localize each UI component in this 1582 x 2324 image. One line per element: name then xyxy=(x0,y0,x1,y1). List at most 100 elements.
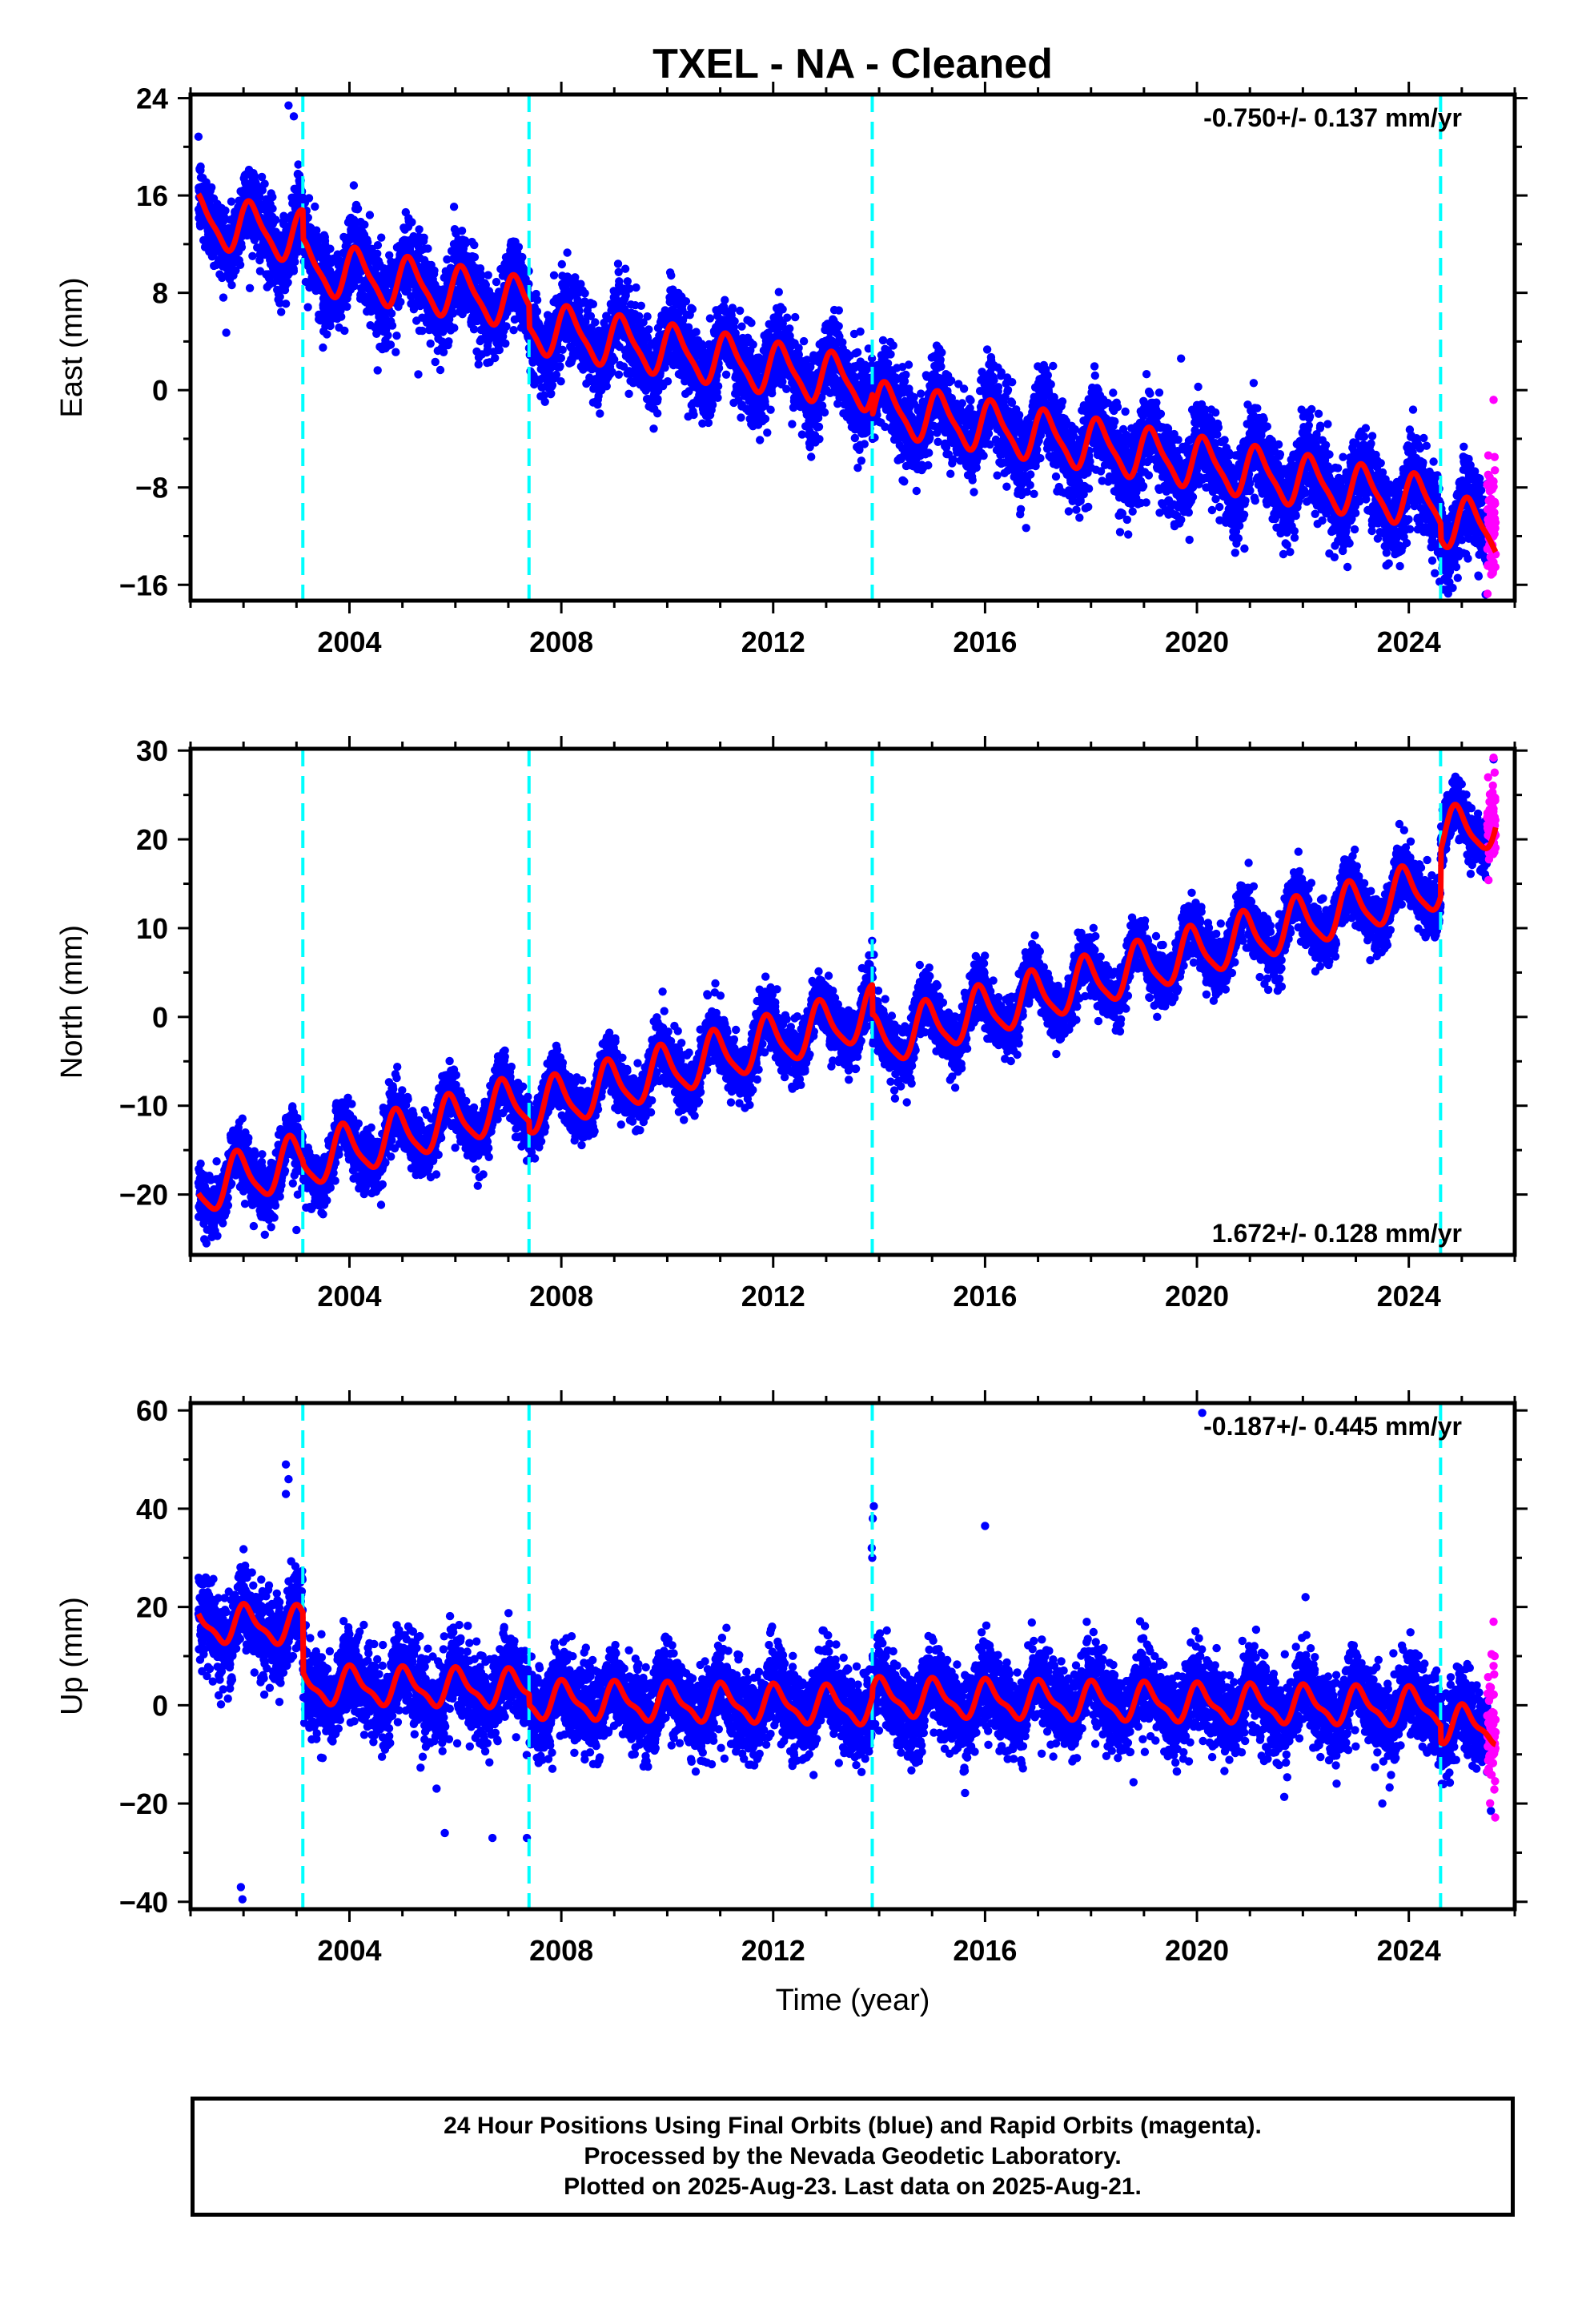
final-point xyxy=(857,456,866,465)
final-point xyxy=(275,292,284,301)
final-point xyxy=(783,313,792,322)
final-point xyxy=(860,440,869,448)
final-point xyxy=(736,306,745,316)
final-point xyxy=(766,405,775,414)
final-point xyxy=(336,306,345,315)
final-point xyxy=(708,400,717,409)
final-point xyxy=(747,319,756,328)
final-point xyxy=(667,271,676,280)
plot-area xyxy=(194,94,1500,601)
final-point xyxy=(778,377,787,386)
final-point xyxy=(377,233,386,242)
final-point xyxy=(815,435,824,444)
final-point xyxy=(449,203,459,211)
final-point xyxy=(426,339,435,348)
final-point xyxy=(532,307,542,316)
final-point xyxy=(237,243,247,251)
final-point xyxy=(245,283,255,292)
final-point xyxy=(643,312,652,321)
final-point xyxy=(260,179,269,188)
final-point xyxy=(613,259,623,268)
final-point xyxy=(343,302,351,312)
final-point xyxy=(194,132,203,141)
final-point xyxy=(807,452,816,461)
final-point xyxy=(588,300,597,308)
final-point xyxy=(424,244,432,253)
final-point xyxy=(713,382,723,391)
figure-title: TXEL - NA - Cleaned xyxy=(652,41,1053,87)
final-point xyxy=(889,341,897,350)
final-point xyxy=(373,241,383,250)
final-point xyxy=(791,312,800,322)
final-point xyxy=(756,436,765,444)
final-point xyxy=(337,312,346,321)
final-point xyxy=(283,278,292,287)
final-point xyxy=(788,420,797,428)
final-point xyxy=(303,213,312,222)
final-point xyxy=(749,340,757,349)
final-point xyxy=(689,410,698,420)
final-point xyxy=(221,206,230,215)
final-point xyxy=(431,357,440,367)
final-point xyxy=(387,309,396,318)
final-point xyxy=(365,211,375,219)
final-point xyxy=(227,197,236,206)
final-point xyxy=(323,330,331,339)
final-point xyxy=(257,172,267,182)
final-point xyxy=(636,301,645,310)
final-point xyxy=(373,366,382,375)
final-point xyxy=(235,260,245,269)
final-point xyxy=(392,332,401,340)
final-point xyxy=(501,339,510,348)
final-point xyxy=(558,345,567,354)
final-point xyxy=(653,409,662,418)
final-point xyxy=(227,280,236,290)
final-point xyxy=(268,204,277,213)
final-point xyxy=(281,300,291,308)
final-point xyxy=(303,303,312,312)
final-point xyxy=(632,283,640,292)
final-point xyxy=(340,326,349,336)
final-point xyxy=(688,304,697,314)
final-point xyxy=(556,353,565,363)
final-point xyxy=(768,388,777,398)
final-point xyxy=(814,422,824,432)
final-point xyxy=(615,277,624,286)
final-point xyxy=(502,322,511,331)
final-point xyxy=(556,377,565,386)
final-point xyxy=(737,322,746,331)
final-point xyxy=(878,336,888,345)
final-point xyxy=(387,321,397,330)
final-point xyxy=(509,326,518,335)
final-point xyxy=(277,308,286,316)
final-point xyxy=(681,297,691,306)
final-point xyxy=(470,252,480,262)
final-point xyxy=(620,264,630,273)
final-point xyxy=(360,220,369,229)
final-point xyxy=(596,409,604,418)
final-point xyxy=(549,271,559,279)
final-point xyxy=(785,324,794,333)
final-point xyxy=(430,266,439,275)
final-point xyxy=(663,377,673,386)
final-point xyxy=(258,186,267,195)
final-point xyxy=(782,384,791,393)
final-point xyxy=(289,267,299,275)
final-point xyxy=(591,318,600,327)
final-point xyxy=(391,348,400,356)
final-point xyxy=(853,464,862,472)
final-point xyxy=(649,424,658,433)
final-point xyxy=(580,289,589,298)
final-point xyxy=(275,286,283,295)
final-point xyxy=(420,233,428,242)
final-point xyxy=(705,314,715,323)
final-point xyxy=(439,348,448,356)
final-point xyxy=(349,181,359,190)
final-point xyxy=(495,345,504,355)
final-point xyxy=(904,360,913,369)
final-point xyxy=(820,408,829,417)
final-point xyxy=(624,389,633,398)
final-point xyxy=(311,202,319,211)
final-point xyxy=(373,249,382,258)
final-point xyxy=(408,218,416,227)
